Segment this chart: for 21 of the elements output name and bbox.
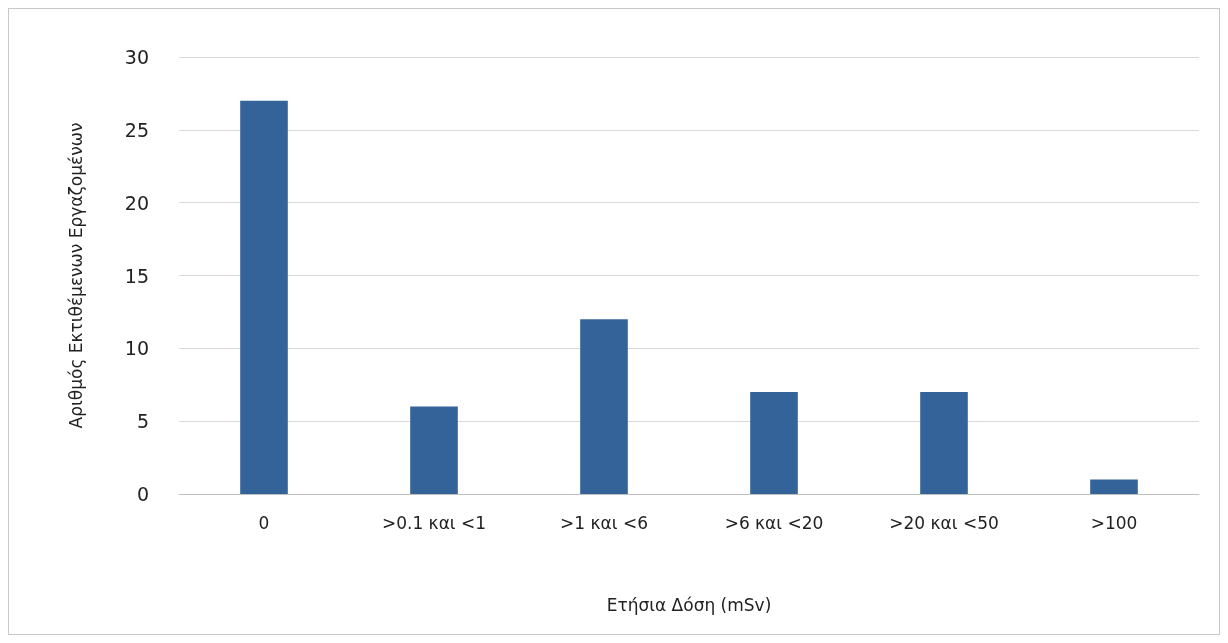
x-tick-label: >1 και <6 bbox=[560, 512, 648, 533]
x-tick-label: >20 και <50 bbox=[889, 512, 999, 533]
x-axis-title: Ετήσια Δόση (mSv) bbox=[606, 594, 772, 615]
bar bbox=[920, 392, 968, 494]
y-tick-label: 0 bbox=[136, 483, 149, 505]
bar bbox=[1090, 479, 1138, 494]
bar bbox=[410, 406, 458, 494]
y-tick-label: 5 bbox=[136, 410, 149, 433]
x-tick-label: 0 bbox=[258, 512, 270, 533]
y-tick-label: 15 bbox=[124, 264, 149, 287]
y-tick-label: 30 bbox=[124, 46, 149, 68]
y-tick-label: 20 bbox=[124, 191, 149, 214]
x-tick-label: >100 bbox=[1090, 512, 1138, 533]
x-tick-label: >0.1 και <1 bbox=[381, 512, 487, 533]
bar bbox=[580, 319, 628, 494]
y-tick-label: 10 bbox=[124, 337, 149, 360]
bar bbox=[240, 100, 288, 494]
bar bbox=[750, 392, 798, 494]
y-tick-label: 25 bbox=[124, 118, 149, 141]
x-tick-label: >6 και <20 bbox=[724, 512, 824, 533]
y-axis-title: Αριθμός Εκτιθέμενων Εργαζομένων bbox=[65, 122, 86, 429]
